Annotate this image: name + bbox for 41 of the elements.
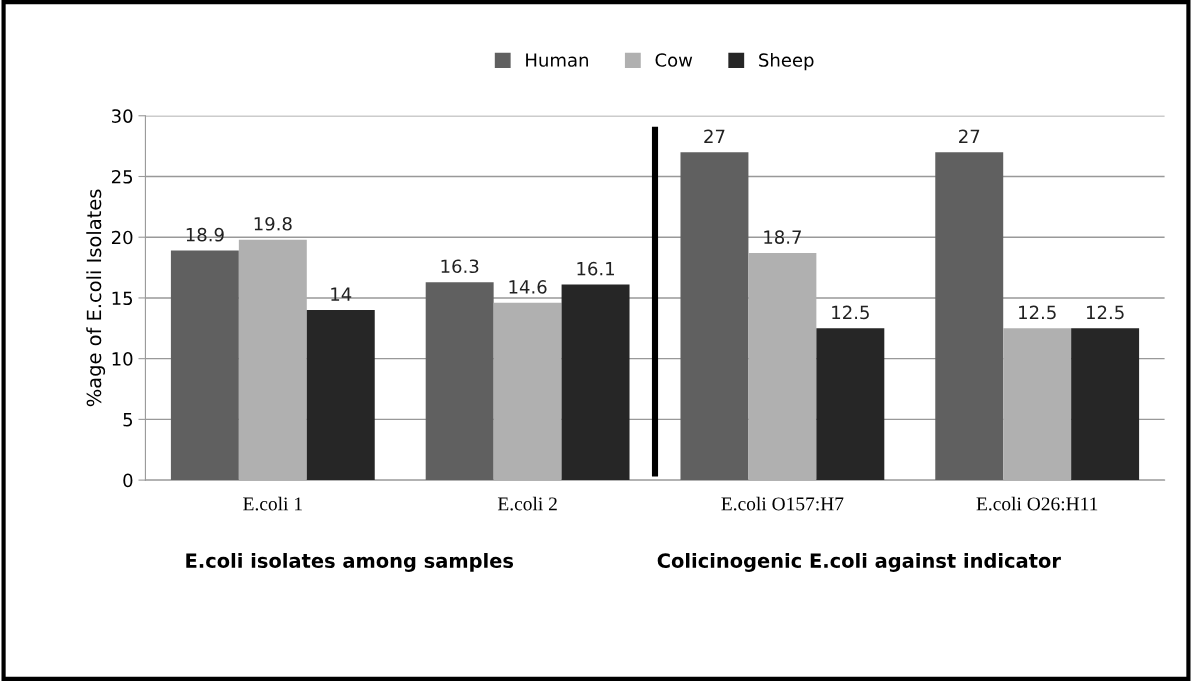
text: E.coli isolates among samples — [186, 552, 514, 572]
data-label: 12.5 — [1019, 305, 1056, 320]
x-tick-label: E.coli O26:H11 — [976, 496, 1098, 511]
x-tick-label: E.coli O157:H7 — [721, 496, 844, 511]
bar — [935, 152, 1004, 481]
bar — [306, 310, 375, 481]
data-label: 16.3 — [441, 259, 479, 274]
data-label: 18.9 — [186, 227, 224, 242]
data-label: 14.6 — [509, 280, 547, 294]
x-tick-label: E.coli 1 — [243, 496, 302, 511]
bar — [425, 282, 494, 481]
legend-label: Sheep — [759, 52, 814, 71]
data-label: 16.1 — [577, 261, 614, 276]
legend-label: Human — [526, 53, 588, 67]
y-tick-label: 5 — [123, 413, 133, 427]
y-tick-label: 10 — [112, 352, 133, 366]
bar — [238, 239, 307, 481]
y-tick-label: 20 — [111, 230, 133, 245]
legend-label: Cow — [655, 53, 693, 67]
data-label: 18.7 — [764, 230, 801, 244]
bar — [1003, 328, 1072, 481]
data-label: 12.5 — [832, 305, 869, 320]
bar — [1071, 328, 1140, 481]
bar — [493, 302, 562, 481]
bar — [680, 152, 749, 481]
bar — [816, 328, 885, 481]
y-tick-label: 30 — [112, 109, 133, 123]
data-label: 27 — [704, 129, 725, 143]
bar — [170, 250, 239, 481]
bar — [561, 284, 630, 481]
y-tick-label: 15 — [112, 291, 133, 306]
data-label: 14 — [331, 287, 352, 301]
data-label: 12.5 — [1087, 305, 1124, 320]
y-tick-label: 0 — [123, 473, 133, 488]
data-label: 19.8 — [254, 216, 292, 231]
bar — [748, 253, 817, 481]
text: Colicinogenic E.coli against indicator — [657, 552, 1061, 572]
x-tick-label: E.coli 2 — [497, 496, 557, 511]
y-axis-title: %age of E.coli Isolates — [86, 189, 106, 407]
y-tick-label: 25 — [111, 169, 133, 184]
data-label: 27 — [959, 129, 980, 143]
